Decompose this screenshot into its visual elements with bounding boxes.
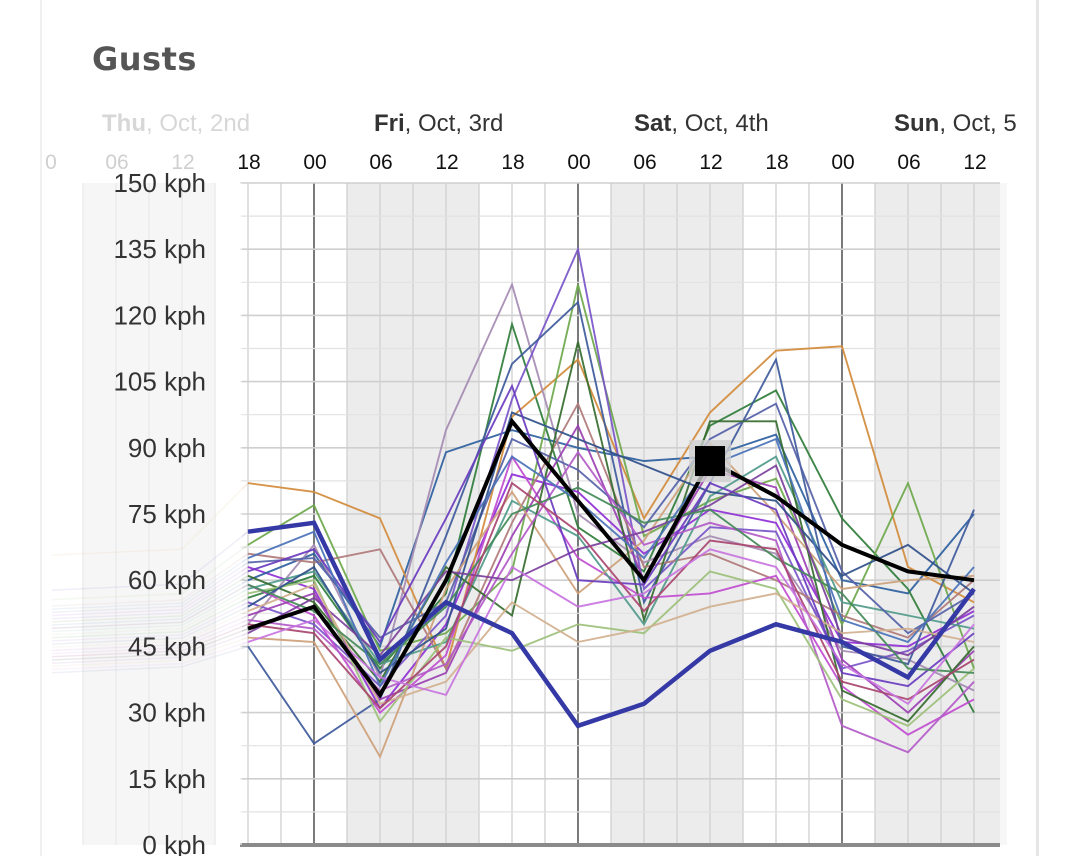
series-line-member-22[interactable] [247,486,975,674]
hour-tick-label: 12 [435,151,458,174]
hour-tick-label: 12 [171,151,194,174]
y-tick-label: 150 kph [113,168,206,198]
day-label-weekday: Sat [634,110,671,137]
y-tick-label: 30 kph [128,698,206,728]
series-line-member-1[interactable] [247,473,975,710]
past-overlay [52,183,242,845]
series-line-member-24[interactable] [247,437,975,689]
day-label-date: , Oct, 5 [939,110,1016,137]
future-overlay [1000,183,1030,845]
day-label-weekday: Fri [374,110,405,137]
chart-title: Gusts [92,40,197,78]
y-tick-label: 105 kph [113,367,206,397]
y-tick-label: 120 kph [113,300,206,330]
hour-tick-label: 00 [831,151,854,174]
series-line-member-20[interactable] [247,583,975,705]
day-label: Thu, Oct, 2nd [102,110,250,137]
highlight-marker-square[interactable] [695,446,725,477]
series-line-member-25[interactable] [247,548,975,706]
hour-tick-label: 0 [45,151,57,174]
y-tick-label: 135 kph [113,234,206,264]
series-line-member-9[interactable] [247,401,975,671]
hour-tick-label: 06 [633,151,656,174]
series-line-member-21[interactable] [247,383,975,688]
day-label-date: , Oct, 2nd [146,110,250,137]
past-fade-overlay [52,183,1030,845]
highlight-marker[interactable] [689,440,731,483]
y-tick-label: 45 kph [128,631,206,661]
hour-tick-label: 18 [765,151,788,174]
series-line-member-17[interactable] [247,570,975,727]
series-line-member-blue-low[interactable] [247,520,976,729]
hour-tick-label: 06 [369,151,392,174]
hour-tick-label: 00 [567,151,590,174]
series-line-member-14[interactable] [247,441,975,759]
day-label-weekday: Thu [102,110,146,137]
hour-tick-label: 06 [105,151,128,174]
day-label: Fri, Oct, 3rd [374,110,503,137]
y-tick-label: 15 kph [128,764,206,794]
y-tick-label: 75 kph [128,499,206,529]
series-line-member-23[interactable] [247,481,975,710]
y-tick-label: 90 kph [128,433,206,463]
day-label: Sat, Oct, 4th [634,110,769,137]
hour-tick-label: 12 [963,151,986,174]
series-line-mean[interactable] [247,417,975,699]
y-tick-label: 60 kph [128,565,206,595]
y-tick-label: 0 kph [142,830,206,856]
hour-tick-label: 12 [699,151,722,174]
series-line-member-4[interactable] [247,345,975,672]
day-label-weekday: Sun [894,110,939,137]
hour-tick-label: 00 [303,151,326,174]
day-label: Sun, Oct, 5 [894,110,1017,137]
series-line-member-3[interactable] [247,320,975,714]
axis-labels: 0 kph 15 kph 30 kph 45 kph 60 kph 75 kph 90 kp… [45,110,1017,856]
hour-tick-label: 18 [237,151,260,174]
day-label-date: , Oct, 4th [671,110,768,137]
hour-tick-label: 18 [501,151,524,174]
day-label-date: , Oct, 3rd [405,110,504,137]
series-line-member-7[interactable] [247,246,975,688]
hour-tick-label: 06 [897,151,920,174]
